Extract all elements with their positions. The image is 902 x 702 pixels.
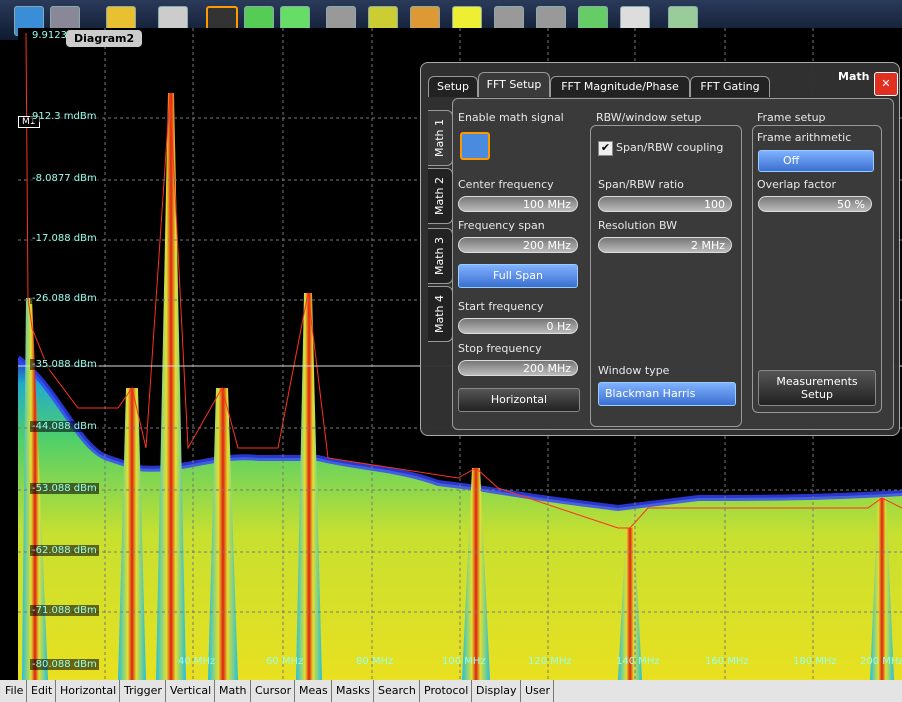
stop-label: Stop frequency xyxy=(458,342,542,355)
x-axis-label: 100 MHz xyxy=(442,656,486,667)
y-axis-label: -44.088 dBm xyxy=(30,421,99,432)
window-label: Window type xyxy=(598,364,670,377)
menu-item[interactable]: Horizontal xyxy=(57,680,121,702)
menu-item[interactable]: Vertical xyxy=(167,680,216,702)
horizontal-button[interactable]: Horizontal xyxy=(458,388,580,412)
dialog-title: Math xyxy=(838,70,870,83)
x-axis-label: 60 MHz xyxy=(266,656,304,667)
window-dropdown[interactable]: Blackman Harris xyxy=(598,382,736,406)
y-axis-label: 912.3 mdBm xyxy=(30,111,99,122)
menu-item[interactable]: Masks xyxy=(333,680,375,702)
span-label: Frequency span xyxy=(458,219,545,232)
overlap-label: Overlap factor xyxy=(757,178,836,191)
menu-bar: File Edit Horizontal Trigger Vertical Math Cur… xyxy=(0,680,902,702)
menu-item[interactable]: Meas xyxy=(296,680,332,702)
dialog-tab[interactable]: FFT Setup xyxy=(478,72,550,97)
coupling-checkbox[interactable]: ✔ xyxy=(598,141,613,156)
rbw-field[interactable]: 2 MHz xyxy=(598,237,732,253)
menu-item[interactable]: Display xyxy=(473,680,521,702)
close-button[interactable]: ✕ xyxy=(874,72,898,96)
overlap-field[interactable]: 50 % xyxy=(758,196,872,212)
top-value: 9.9123 dBm xyxy=(30,30,96,41)
frame-group xyxy=(752,125,882,413)
start-label: Start frequency xyxy=(458,300,544,313)
y-axis-label: -17.088 dBm xyxy=(30,233,99,244)
dialog-tab[interactable]: FFT Gating xyxy=(690,76,770,97)
rbw-label: Resolution BW xyxy=(598,219,678,232)
y-axis-label: -35.088 dBm xyxy=(30,359,99,370)
start-field[interactable]: 0 Hz xyxy=(458,318,578,334)
spectrum-persistence xyxy=(18,358,902,680)
side-tab[interactable]: Math 1 xyxy=(428,110,453,166)
x-axis-label: 160 MHz xyxy=(705,656,749,667)
full-span-button[interactable]: Full Span xyxy=(458,264,578,288)
span-field[interactable]: 200 MHz xyxy=(458,237,578,253)
menu-item[interactable]: Math xyxy=(216,680,251,702)
dialog-tab[interactable]: Setup xyxy=(428,76,478,97)
rbw-title: RBW/window setup xyxy=(596,111,702,124)
y-axis-label: -53.088 dBm xyxy=(30,483,99,494)
x-axis-label: 140 MHz xyxy=(616,656,660,667)
y-axis-label: -8.0877 dBm xyxy=(30,173,99,184)
menu-item[interactable]: Cursor xyxy=(252,680,296,702)
side-tab[interactable]: Math 3 xyxy=(428,228,453,284)
menu-item[interactable]: Protocol xyxy=(421,680,473,702)
arith-dropdown[interactable]: Off xyxy=(758,150,874,172)
rbw-group xyxy=(590,125,742,427)
y-axis-label: -62.088 dBm xyxy=(30,545,99,556)
arith-label: Frame arithmetic xyxy=(757,131,852,144)
y-axis-label: -80.088 dBm xyxy=(30,659,99,670)
menu-item[interactable]: Edit xyxy=(28,680,57,702)
x-axis-label: 180 MHz xyxy=(793,656,837,667)
enable-toggle[interactable] xyxy=(460,132,490,160)
x-axis-label: 200 MHz xyxy=(860,656,902,667)
menu-item[interactable]: Trigger xyxy=(121,680,166,702)
diagram-tab[interactable]: Diagram2 xyxy=(66,30,143,47)
menu-item[interactable]: File xyxy=(2,680,28,702)
stop-field[interactable]: 200 MHz xyxy=(458,360,578,376)
x-axis-label: 40 MHz xyxy=(178,656,216,667)
center-field[interactable]: 100 MHz xyxy=(458,196,578,212)
menu-item[interactable]: User xyxy=(522,680,555,702)
measurements-button[interactable]: Measurements Setup xyxy=(758,370,876,406)
ratio-field[interactable]: 100 xyxy=(598,196,732,212)
dialog-tab[interactable]: FFT Magnitude/Phase xyxy=(550,76,690,97)
y-axis-label: -26.088 dBm xyxy=(30,293,99,304)
x-axis-label: 120 MHz xyxy=(528,656,572,667)
frame-title: Frame setup xyxy=(757,111,826,124)
ratio-label: Span/RBW ratio xyxy=(598,178,684,191)
side-tab[interactable]: Math 4 xyxy=(428,286,453,342)
x-axis-label: 80 MHz xyxy=(356,656,394,667)
side-tab[interactable]: Math 2 xyxy=(428,168,453,224)
spectrum-peaks xyxy=(22,32,902,680)
coupling-label: Span/RBW coupling xyxy=(616,141,724,154)
spectrum-edge xyxy=(18,355,902,512)
y-axis-label: -71.088 dBm xyxy=(30,605,99,616)
enable-label: Enable math signal xyxy=(458,111,564,124)
center-label: Center frequency xyxy=(458,178,554,191)
menu-item[interactable]: Search xyxy=(375,680,420,702)
